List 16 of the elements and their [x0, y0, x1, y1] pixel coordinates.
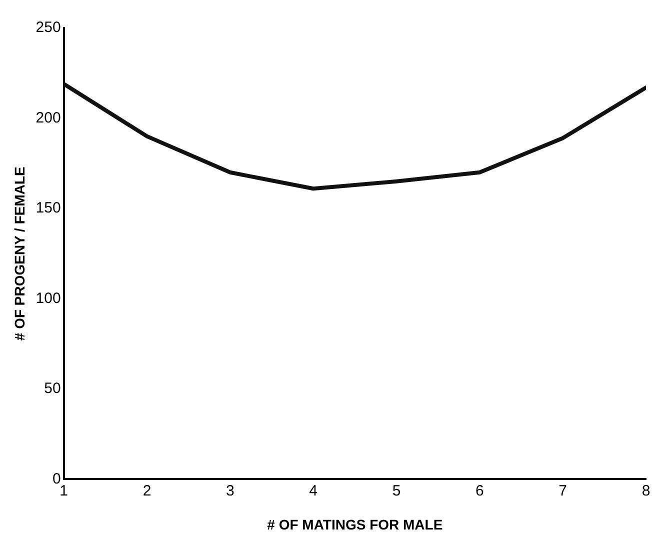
y-tick-label: 50 [44, 380, 61, 398]
x-tick-label: 6 [475, 482, 484, 500]
y-tick-label: 200 [36, 109, 61, 126]
y-tick-label: 100 [36, 290, 61, 307]
y-axis-title: # OF PROGENY / FEMALE [11, 166, 28, 341]
x-tick-label: 7 [558, 482, 568, 500]
y-tick-label: 250 [36, 19, 61, 36]
y-tick-label: 0 [52, 470, 61, 488]
y-tick-label: 150 [36, 200, 61, 217]
x-axis-title: # OF MATINGS FOR MALE [267, 516, 443, 532]
x-tick-label: 1 [60, 482, 68, 500]
x-tick-label: 4 [309, 482, 318, 500]
x-tick-label: 3 [226, 482, 234, 500]
x-tick-label: 5 [392, 482, 401, 500]
x-tick-label: 8 [642, 482, 650, 500]
x-tick-label: 2 [142, 482, 152, 500]
